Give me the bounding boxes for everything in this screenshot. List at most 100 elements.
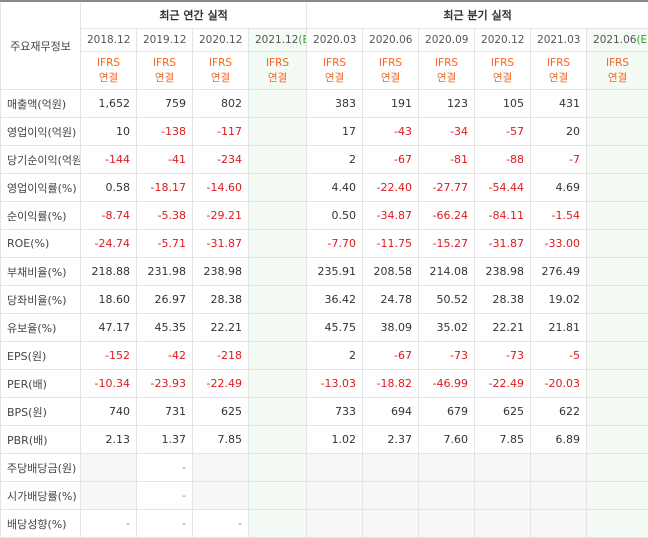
empty-cell bbox=[587, 230, 648, 258]
value-cell: 4.69 bbox=[531, 174, 587, 202]
row-label: 영업이익률(%) bbox=[1, 174, 81, 202]
empty-cell bbox=[587, 342, 648, 370]
empty-cell bbox=[249, 258, 307, 286]
empty-cell bbox=[587, 510, 648, 538]
period-header: 2021.03 bbox=[531, 29, 587, 52]
value-cell: 21.81 bbox=[531, 314, 587, 342]
value-cell: -34 bbox=[419, 118, 475, 146]
basis: 연결 bbox=[199, 71, 242, 86]
value-cell: - bbox=[193, 510, 249, 538]
basis: 연결 bbox=[255, 71, 300, 86]
value-cell: -23.93 bbox=[137, 370, 193, 398]
empty-cell bbox=[249, 454, 307, 482]
empty-cell bbox=[249, 314, 307, 342]
row-label: 당기순이익(억원) bbox=[1, 146, 81, 174]
value-cell: 622 bbox=[531, 398, 587, 426]
value-cell: -144 bbox=[81, 146, 137, 174]
value-cell: 7.85 bbox=[193, 426, 249, 454]
period: 2020.03 bbox=[313, 34, 356, 46]
period-header: 2020.12 bbox=[193, 29, 249, 52]
row-label: 당좌비율(%) bbox=[1, 286, 81, 314]
value-cell: 7.60 bbox=[419, 426, 475, 454]
data-row: ROE(%)-24.74-5.71-31.87-7.70-11.75-15.27… bbox=[1, 230, 648, 258]
value-cell: -117 bbox=[193, 118, 249, 146]
value-cell: 35.02 bbox=[419, 314, 475, 342]
gaap: IFRS bbox=[425, 56, 468, 71]
period-header: 2020.09 bbox=[419, 29, 475, 52]
value-cell: 2 bbox=[307, 342, 363, 370]
value-cell: 759 bbox=[137, 90, 193, 118]
value-cell: -84.11 bbox=[475, 202, 531, 230]
value-cell: -34.87 bbox=[363, 202, 419, 230]
value-cell: 191 bbox=[363, 90, 419, 118]
gaap: IFRS bbox=[143, 56, 186, 71]
period: 2021.12 bbox=[255, 34, 298, 46]
value-cell: -234 bbox=[193, 146, 249, 174]
value-cell: -11.75 bbox=[363, 230, 419, 258]
value-cell: -46.99 bbox=[419, 370, 475, 398]
value-cell: 238.98 bbox=[475, 258, 531, 286]
value-cell: -24.74 bbox=[81, 230, 137, 258]
gaap: IFRS bbox=[313, 56, 356, 71]
group-header: 최근 분기 실적 bbox=[307, 1, 648, 29]
value-cell: -14.60 bbox=[193, 174, 249, 202]
basis: 연결 bbox=[425, 71, 468, 86]
value-cell: 6.89 bbox=[531, 426, 587, 454]
empty-cell bbox=[249, 510, 307, 538]
value-cell: 1,652 bbox=[81, 90, 137, 118]
value-cell: 1.02 bbox=[307, 426, 363, 454]
value-cell: 431 bbox=[531, 90, 587, 118]
value-cell: 383 bbox=[307, 90, 363, 118]
empty-cell bbox=[249, 90, 307, 118]
data-row: PER(배)-10.34-23.93-22.49-13.03-18.82-46.… bbox=[1, 370, 648, 398]
period-row: 2018.122019.122020.122021.12(E)2020.0320… bbox=[1, 29, 648, 52]
basis: 연결 bbox=[369, 71, 412, 86]
period-header: 2019.12 bbox=[137, 29, 193, 52]
value-cell: 218.88 bbox=[81, 258, 137, 286]
empty-cell bbox=[475, 482, 531, 510]
empty-cell bbox=[587, 398, 648, 426]
row-label: 순이익률(%) bbox=[1, 202, 81, 230]
value-cell: -54.44 bbox=[475, 174, 531, 202]
value-cell: - bbox=[137, 510, 193, 538]
value-cell: 625 bbox=[193, 398, 249, 426]
value-cell: -7 bbox=[531, 146, 587, 174]
empty-cell bbox=[419, 510, 475, 538]
value-cell: -41 bbox=[137, 146, 193, 174]
gaap: IFRS bbox=[537, 56, 580, 71]
period-header: 2020.06 bbox=[363, 29, 419, 52]
empty-cell bbox=[249, 146, 307, 174]
value-cell: 0.50 bbox=[307, 202, 363, 230]
value-cell: 731 bbox=[137, 398, 193, 426]
value-cell: 45.75 bbox=[307, 314, 363, 342]
value-cell: 7.85 bbox=[475, 426, 531, 454]
value-cell: 214.08 bbox=[419, 258, 475, 286]
empty-cell bbox=[249, 202, 307, 230]
empty-cell bbox=[531, 510, 587, 538]
value-cell: -5 bbox=[531, 342, 587, 370]
value-cell: 0.58 bbox=[81, 174, 137, 202]
empty-cell bbox=[475, 510, 531, 538]
empty-cell bbox=[249, 230, 307, 258]
value-cell: 238.98 bbox=[193, 258, 249, 286]
basis: 연결 bbox=[313, 71, 356, 86]
value-cell: 45.35 bbox=[137, 314, 193, 342]
value-cell: -152 bbox=[81, 342, 137, 370]
empty-cell bbox=[587, 370, 648, 398]
value-cell: -10.34 bbox=[81, 370, 137, 398]
value-cell: 733 bbox=[307, 398, 363, 426]
empty-cell bbox=[531, 482, 587, 510]
value-cell: 18.60 bbox=[81, 286, 137, 314]
value-cell: -5.38 bbox=[137, 202, 193, 230]
